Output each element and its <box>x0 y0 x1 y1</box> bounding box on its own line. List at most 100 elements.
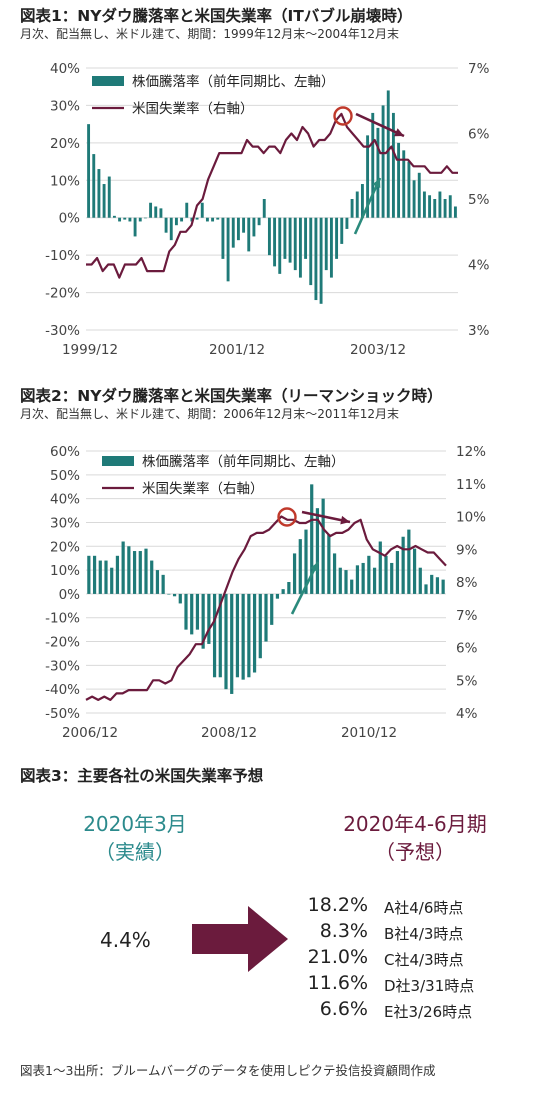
bar <box>391 112 395 218</box>
y-left-tick-label: 0% <box>59 211 81 227</box>
bar <box>412 548 417 594</box>
legend-bar-swatch <box>92 76 124 86</box>
fig3-title: 図表3：主要各社の米国失業率予想 <box>20 767 264 785</box>
bar <box>133 217 137 237</box>
actual-heading-kind: （実績） <box>95 840 175 864</box>
bar <box>267 217 271 256</box>
stock-rebound-arrow <box>290 561 320 615</box>
peak-circle-marker <box>277 507 297 527</box>
y-right-tick-label: 4% <box>456 706 478 722</box>
bar <box>448 195 452 218</box>
bar <box>430 574 434 594</box>
bar <box>401 536 405 594</box>
bar <box>397 142 401 218</box>
bar <box>138 217 142 222</box>
bar <box>185 202 189 218</box>
bar <box>273 217 277 267</box>
bar <box>361 562 365 594</box>
bar <box>211 217 215 222</box>
bar <box>340 217 344 244</box>
bar <box>216 217 220 220</box>
legend-line-label: 米国失業率（右軸） <box>132 100 254 117</box>
bar <box>319 217 323 304</box>
bar <box>92 154 96 218</box>
forecast-label-d: D社3/31時点 <box>384 977 475 995</box>
forecast-heading-period: 2020年4-6月期 <box>343 812 487 836</box>
y-left-tick-label: 10% <box>50 173 80 189</box>
bar <box>241 593 245 680</box>
bar <box>201 593 205 649</box>
y-right-tick-label: 4% <box>468 258 490 274</box>
unemployment-arrow-head <box>340 515 350 525</box>
y-right-tick-label: 11% <box>456 477 486 493</box>
legend-bar-label: 株価騰落率（前年同期比、左軸） <box>132 73 335 90</box>
y-left-tick-label: 20% <box>50 539 80 555</box>
x-tick-label: 1999/12 <box>62 342 118 358</box>
forecast-value-b: 8.3% <box>319 920 368 942</box>
bar <box>310 484 314 594</box>
bar <box>433 199 437 218</box>
forecast-list: 18.2% A社4/6時点 8.3% B社4/3時点 21.0% C社4/3時点… <box>294 894 534 1034</box>
bar <box>335 217 339 259</box>
bar <box>169 217 173 241</box>
y-left-tick-label: 60% <box>50 444 80 460</box>
stock-rebound-arrow-head <box>372 178 381 188</box>
bar <box>441 579 445 594</box>
bar <box>190 217 194 222</box>
bar <box>366 135 370 218</box>
bar <box>110 567 114 594</box>
y-left-tick-label: -10% <box>45 611 80 627</box>
bar <box>407 161 411 218</box>
bar <box>218 593 222 678</box>
source-note: 図表1～3出所：ブルームバーグのデータを使用しピクテ投信投資顧問作成 <box>20 1063 436 1078</box>
bar <box>205 217 209 222</box>
y-left-tick-label: -10% <box>45 248 80 264</box>
bar <box>174 217 178 226</box>
x-tick-label: 2010/12 <box>341 725 397 741</box>
bar <box>443 199 447 218</box>
bar <box>395 551 400 594</box>
bar <box>184 593 188 630</box>
legend-bar-swatch <box>102 456 134 466</box>
y-left-tick-label: 10% <box>50 563 80 579</box>
bar <box>180 217 184 222</box>
bar <box>150 560 154 594</box>
peak-circle-marker <box>333 106 353 126</box>
bar <box>428 195 432 218</box>
bar <box>378 541 382 594</box>
unemployment-arrow-head <box>394 128 404 137</box>
chart2-subtitle: 月次、配当無し、米ドル建て、期間：2006年12月末～2011年12月末 <box>20 407 400 421</box>
actual-unemployment-value: 4.4% <box>100 928 151 952</box>
bar <box>292 553 297 594</box>
unemployment-line <box>86 112 458 279</box>
bar <box>422 191 426 218</box>
forecast-value-c: 21.0% <box>307 946 368 968</box>
bar <box>97 169 101 218</box>
bar <box>298 539 302 594</box>
y-right-tick-label: 6% <box>456 641 478 657</box>
bar <box>390 562 394 594</box>
y-left-tick-label: -40% <box>45 682 80 698</box>
bar <box>258 593 262 659</box>
y-right-tick-label: 7% <box>468 61 490 77</box>
bar <box>417 172 421 218</box>
chart2-title: 図表2：NYダウ騰落率と米国失業率（リーマンショック時） <box>20 387 443 405</box>
legend-line-label: 米国失業率（右軸） <box>142 480 264 497</box>
bar <box>418 567 422 594</box>
chart1-subtitle: 月次、配当無し、米ドル建て、期間：1999年12月末～2004年12月末 <box>20 27 400 41</box>
forecast-label-b: B社4/3時点 <box>384 925 464 943</box>
bar <box>127 546 131 594</box>
bar <box>438 191 442 218</box>
bar <box>132 551 137 594</box>
x-tick-label: 2003/12 <box>350 342 406 358</box>
bar <box>235 593 240 678</box>
bar <box>338 567 342 594</box>
y-right-tick-label: 8% <box>456 575 478 591</box>
y-left-tick-label: 30% <box>50 98 80 114</box>
bar <box>327 534 331 594</box>
forecast-heading-kind: （予想） <box>375 840 455 864</box>
bar <box>190 593 194 635</box>
forecast-value-a: 18.2% <box>307 894 368 916</box>
bar <box>87 124 91 218</box>
y-left-tick-label: -50% <box>45 706 80 722</box>
